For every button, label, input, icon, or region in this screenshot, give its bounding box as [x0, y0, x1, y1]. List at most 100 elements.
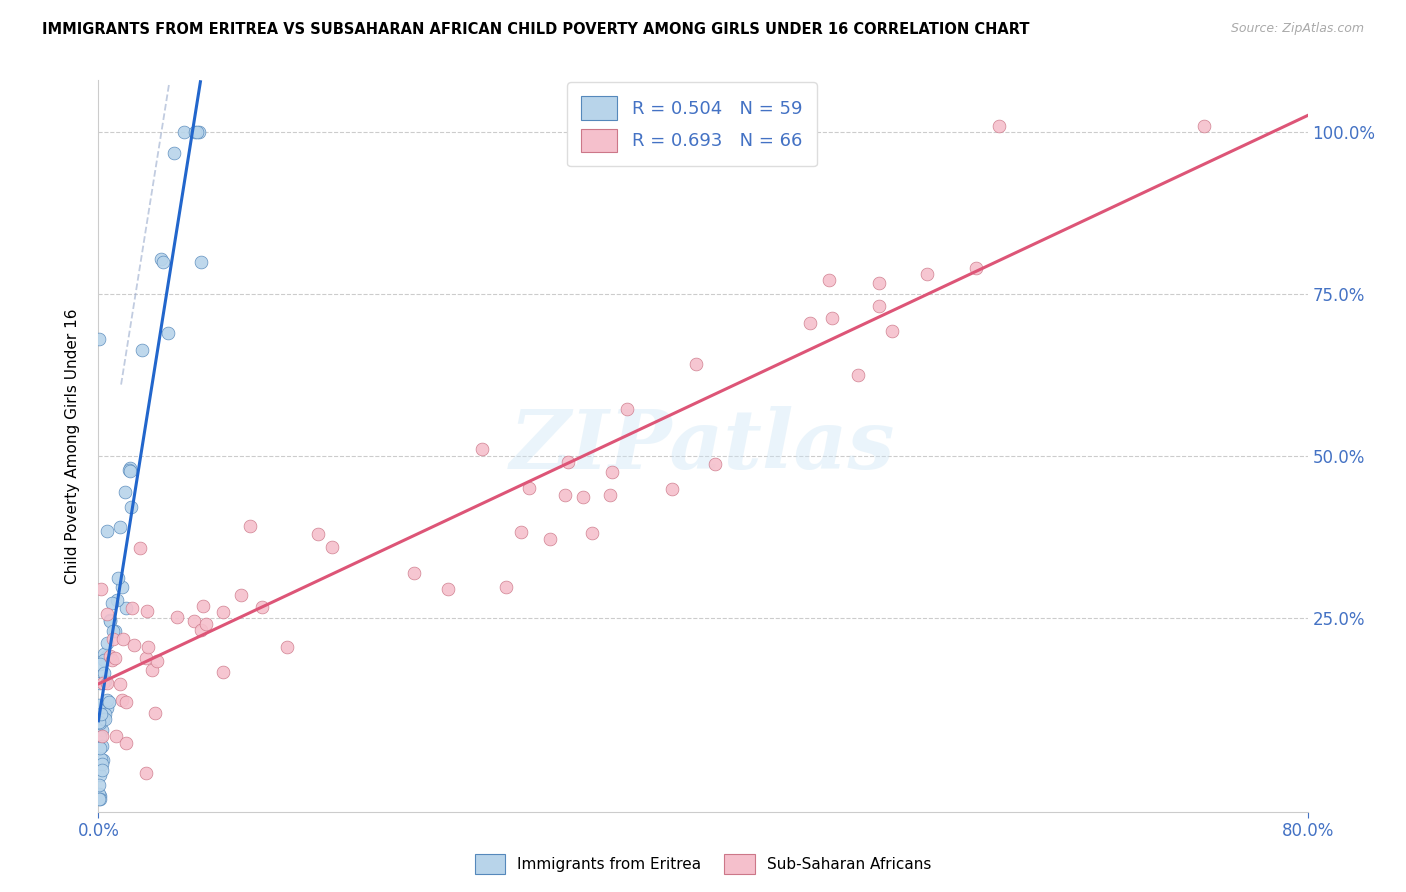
Point	[1192, 119, 1215, 133]
Point	[89, 791, 111, 805]
Point	[103, 632, 125, 646]
Point	[114, 484, 136, 499]
Point	[915, 268, 938, 282]
Point	[118, 463, 141, 477]
Point	[120, 461, 142, 475]
Point	[93, 653, 115, 667]
Point	[557, 455, 579, 469]
Point	[135, 604, 157, 618]
Point	[704, 457, 727, 471]
Point	[495, 580, 517, 594]
Point	[90, 763, 112, 777]
Point	[880, 324, 903, 338]
Point	[89, 676, 111, 690]
Point	[87, 787, 110, 801]
Point	[110, 580, 132, 594]
Point	[404, 566, 426, 580]
Point	[89, 789, 111, 804]
Point	[90, 751, 112, 765]
Point	[437, 582, 460, 596]
Point	[94, 706, 117, 721]
Text: IMMIGRANTS FROM ERITREA VS SUBSAHARAN AFRICAN CHILD POVERTY AMONG GIRLS UNDER 16: IMMIGRANTS FROM ERITREA VS SUBSAHARAN AF…	[42, 22, 1029, 37]
Point	[321, 541, 343, 555]
Point	[94, 674, 117, 689]
Point	[868, 276, 890, 290]
Point	[554, 487, 576, 501]
Point	[239, 519, 262, 533]
Point	[90, 756, 112, 771]
Point	[211, 605, 233, 619]
Point	[307, 526, 329, 541]
Point	[581, 526, 603, 541]
Point	[120, 464, 142, 478]
Point	[156, 326, 179, 340]
Point	[96, 636, 118, 650]
Point	[97, 695, 120, 709]
Point	[89, 768, 111, 782]
Point	[96, 676, 118, 690]
Point	[191, 599, 214, 613]
Point	[89, 730, 111, 744]
Point	[471, 442, 494, 457]
Point	[685, 357, 707, 371]
Point	[111, 632, 134, 647]
Point	[110, 692, 132, 706]
Point	[90, 582, 112, 596]
Point	[183, 125, 205, 139]
Point	[517, 481, 540, 495]
Point	[538, 533, 561, 547]
Point	[186, 125, 208, 139]
Point	[817, 273, 839, 287]
Point	[602, 465, 624, 479]
Point	[152, 255, 174, 269]
Point	[572, 490, 595, 504]
Point	[98, 614, 121, 628]
Text: Source: ZipAtlas.com: Source: ZipAtlas.com	[1230, 22, 1364, 36]
Point	[799, 316, 821, 330]
Point	[129, 541, 152, 555]
Point	[661, 483, 683, 497]
Point	[988, 119, 1011, 133]
Point	[101, 596, 124, 610]
Point	[87, 778, 110, 792]
Point	[276, 640, 298, 654]
Point	[190, 624, 212, 638]
Point	[90, 707, 112, 722]
Point	[96, 524, 118, 539]
Point	[91, 675, 114, 690]
Point	[599, 488, 621, 502]
Point	[87, 714, 110, 729]
Point	[115, 736, 138, 750]
Point	[846, 368, 869, 383]
Point	[616, 402, 638, 417]
Point	[183, 615, 205, 629]
Point	[145, 706, 167, 721]
Point	[108, 677, 131, 691]
Point	[231, 588, 253, 602]
Text: ZIPatlas: ZIPatlas	[510, 406, 896, 486]
Point	[89, 740, 111, 755]
Point	[91, 712, 114, 726]
Point	[135, 651, 157, 665]
Point	[93, 712, 115, 726]
Point	[90, 723, 112, 737]
Point	[149, 252, 172, 266]
Point	[103, 624, 125, 638]
Point	[173, 125, 195, 139]
Point	[187, 125, 209, 139]
Point	[89, 657, 111, 671]
Point	[122, 638, 145, 652]
Point	[250, 600, 273, 615]
Point	[101, 653, 124, 667]
Point	[821, 311, 844, 326]
Point	[96, 700, 118, 714]
Point	[105, 729, 128, 743]
Point	[131, 343, 153, 358]
Point	[162, 146, 184, 161]
Point	[115, 695, 138, 709]
Point	[98, 648, 121, 663]
Point	[141, 663, 163, 677]
Point	[105, 593, 128, 607]
Point	[96, 607, 118, 621]
Point	[120, 500, 142, 514]
